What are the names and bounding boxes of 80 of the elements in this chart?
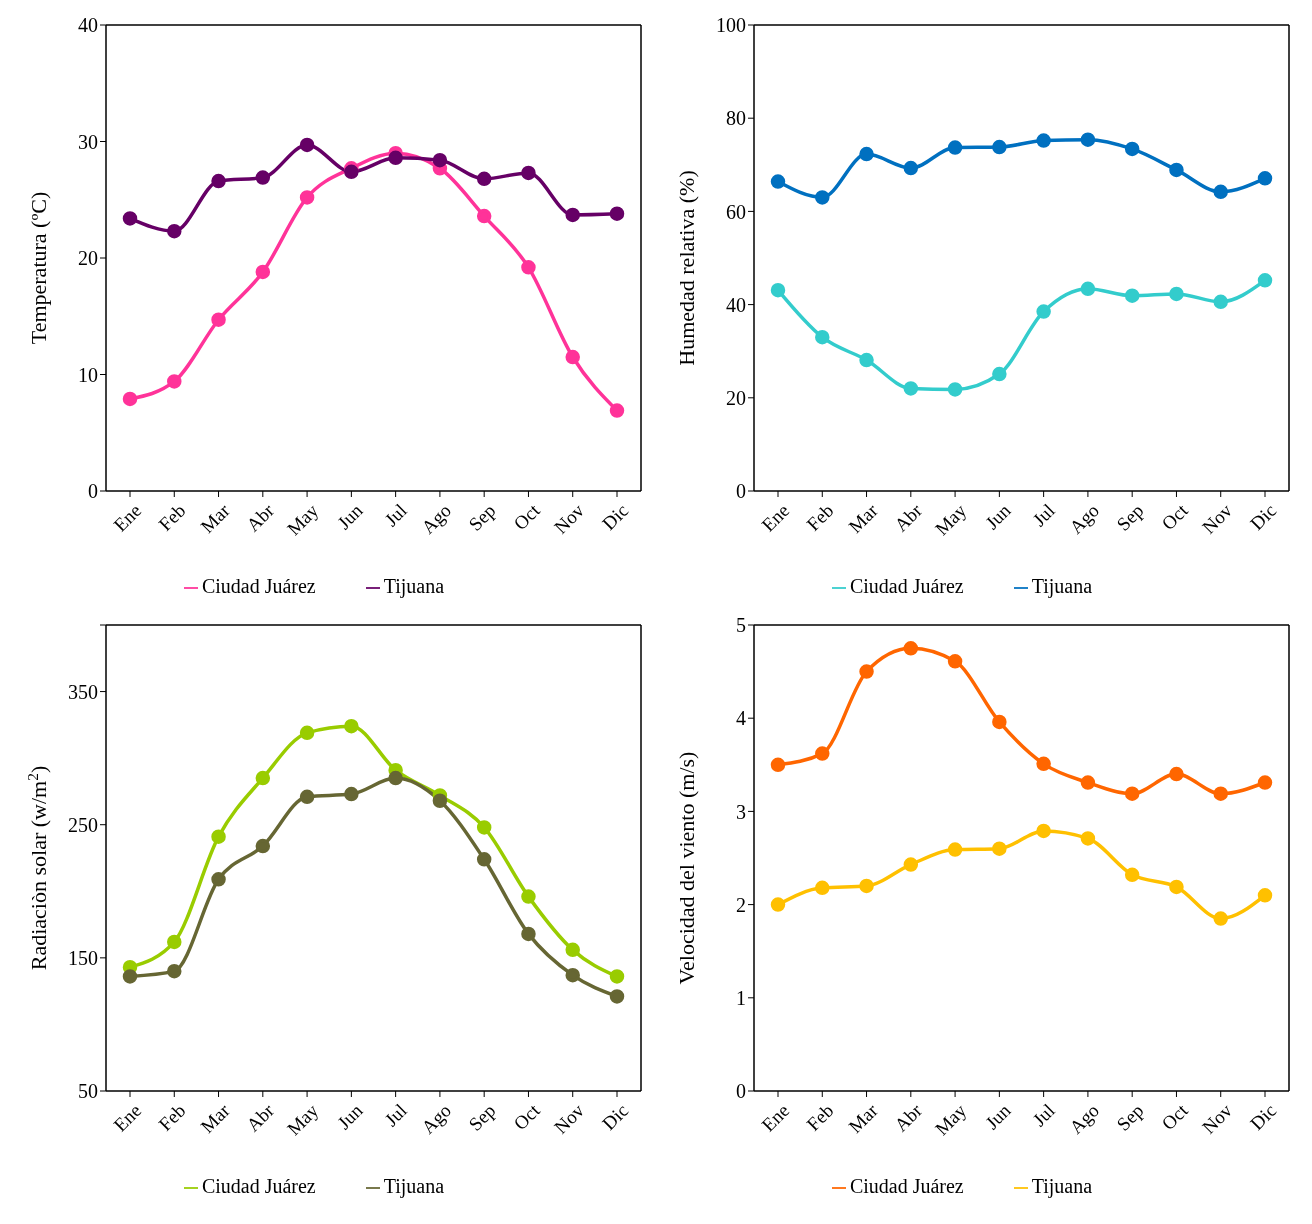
legend-label: Tijuana <box>1031 1175 1093 1197</box>
y-tick-label: 3 <box>736 800 746 823</box>
x-tick-label: Abr <box>890 1099 927 1136</box>
y-tick-label: 5 <box>736 614 746 637</box>
legend-label: Ciudad Juárez <box>201 575 316 597</box>
x-tick-label: Oct <box>509 499 545 535</box>
y-tick-label: 10 <box>78 363 98 386</box>
legend-label: Tijuana <box>1031 575 1093 597</box>
y-tick-label: 2 <box>736 893 746 916</box>
x-tick-label: Feb <box>154 499 190 535</box>
y-tick-label: 250 <box>68 813 98 836</box>
x-tick-label: Feb <box>802 499 838 535</box>
x-tick-label: Ene <box>109 499 146 536</box>
x-tick-label: Sep <box>464 499 500 535</box>
x-tick-label: Mar <box>196 1099 235 1137</box>
x-tick-label: Dic <box>598 1099 633 1135</box>
x-tick-label: Abr <box>890 499 927 536</box>
y-tick-label: 0 <box>736 480 746 503</box>
x-tick-label: Mar <box>196 499 235 537</box>
y-axis-title: Temperatura (ºC) <box>26 191 51 345</box>
x-tick-label: Abr <box>242 499 279 536</box>
x-tick-label: May <box>930 1099 971 1140</box>
x-tick-label: Mar <box>844 499 883 537</box>
x-tick-label: Sep <box>1112 1099 1148 1135</box>
y-tick-label: 50 <box>78 1080 98 1103</box>
x-tick-label: May <box>930 499 971 540</box>
x-tick-label: Nov <box>550 499 589 538</box>
x-tick-label: Dic <box>1246 499 1281 535</box>
x-tick-label: Dic <box>598 499 633 535</box>
x-tick-label: Abr <box>242 1099 279 1136</box>
x-tick-label: Jun <box>981 499 1015 534</box>
x-tick-label: Dic <box>1246 1099 1281 1135</box>
y-tick-label: 60 <box>726 200 746 223</box>
y-tick-label: 4 <box>736 707 746 730</box>
y-tick-label: 80 <box>726 107 746 130</box>
x-tick-label: Ago <box>1065 499 1104 538</box>
x-tick-label: Jul <box>380 1099 411 1131</box>
legend-label: Ciudad Juárez <box>201 1175 316 1197</box>
x-tick-label: Ago <box>1065 1099 1104 1138</box>
x-tick-label: Mar <box>844 1099 883 1137</box>
x-tick-label: Ene <box>757 499 794 536</box>
y-tick-label: 100 <box>716 14 746 37</box>
x-tick-label: Jun <box>333 1099 367 1134</box>
x-tick-label: May <box>282 1099 323 1140</box>
legend-label: Tijuana <box>383 575 445 597</box>
y-tick-label: 40 <box>726 293 746 316</box>
y-tick-label: 20 <box>726 386 746 409</box>
y-tick-label: 350 <box>68 680 98 703</box>
x-tick-label: Sep <box>464 1099 500 1135</box>
y-tick-label: 0 <box>736 1080 746 1103</box>
y-tick-label: 40 <box>78 14 98 37</box>
x-tick-label: Jul <box>1028 499 1059 531</box>
x-tick-label: Nov <box>1198 1099 1237 1138</box>
x-tick-label: Nov <box>550 1099 589 1138</box>
x-tick-label: Jul <box>1028 1099 1059 1131</box>
x-tick-label: Nov <box>1198 499 1237 538</box>
x-tick-label: Jun <box>981 1099 1015 1134</box>
x-tick-label: Jun <box>333 499 367 534</box>
x-tick-label: May <box>282 499 323 540</box>
y-tick-label: 20 <box>78 247 98 270</box>
legend-label: Tijuana <box>383 1175 445 1197</box>
x-tick-label: Jul <box>380 499 411 531</box>
y-tick-label: 150 <box>68 946 98 969</box>
x-tick-label: Ene <box>109 1099 146 1136</box>
x-tick-label: Oct <box>509 1099 545 1135</box>
x-tick-label: Feb <box>802 1099 838 1135</box>
x-tick-label: Sep <box>1112 499 1148 535</box>
y-tick-label: 0 <box>88 480 98 503</box>
x-tick-label: Ago <box>417 1099 456 1138</box>
x-tick-label: Feb <box>154 1099 190 1135</box>
y-tick-label: 1 <box>736 986 746 1009</box>
x-tick-label: Oct <box>1157 499 1193 535</box>
x-tick-label: Ago <box>417 499 456 538</box>
y-axis-title: Velocidad del viento (m/s) <box>674 751 699 985</box>
x-tick-label: Ene <box>757 1099 794 1136</box>
x-tick-label: Oct <box>1157 1099 1193 1135</box>
y-axis-title: Humedad relativa (%) <box>674 170 699 366</box>
legend-label: Ciudad Juárez <box>849 575 964 597</box>
y-tick-label: 30 <box>78 130 98 153</box>
legend-label: Ciudad Juárez <box>849 1175 964 1197</box>
